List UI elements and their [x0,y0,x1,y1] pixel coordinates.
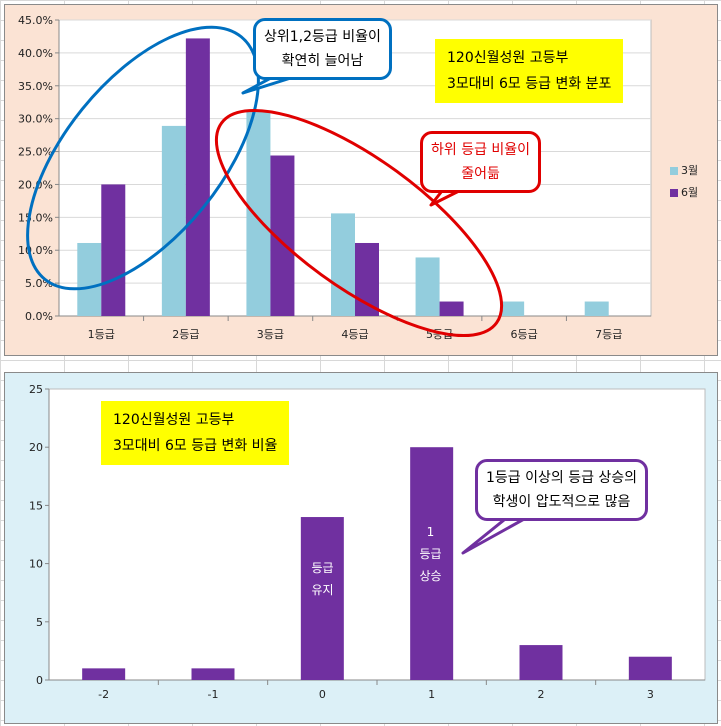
blue-ellipse-annotation [26,25,260,291]
bar-label-maintain-line2: 유지 [311,583,334,597]
chart1-bar [584,301,609,316]
callout-low-grades-line1: 하위 등급 비율이 [431,142,531,158]
legend-item-june: 6월 [670,182,698,204]
chart2-bar [628,656,672,680]
chart1-title-line1: 120신월성원 고등부 [447,50,569,66]
chart2-ytick-label: 20 [29,441,43,454]
callout-rise-line2: 학생이 압도적으로 많음 [492,494,631,510]
chart2-bar [410,447,454,680]
chart2-ytick-label: 0 [36,674,43,687]
chart1-bar [500,301,525,316]
chart1-bar [77,242,102,316]
chart1-bar [415,257,440,316]
chart1-xtick-label: 4등급 [341,328,368,341]
bar-label-maintain: 등급 유지 [301,557,344,601]
chart1-ytick-label: 45.0% [18,14,53,27]
bar-label-rise-line1: 1 [426,525,435,539]
callout-low-grades-line2: 줄어듦 [461,166,500,182]
chart1-xtick-label: 7등급 [595,328,622,341]
chart1-xtick-label: 1등급 [88,328,115,341]
chart-grade-change[interactable]: 0 5 10 15 20 25 -2 -1 0 1 2 3 120신월성원 고등부 3모대비 6모 등… [4,372,718,724]
chart1-bar [246,111,271,316]
chart1-bar [101,184,126,316]
chart1-bar [185,38,210,316]
callout-top-grades-line2: 확연히 늘어남 [281,53,364,69]
chart2-title-line1: 120신월성원 고등부 [113,412,235,428]
chart2-xtick-label: 2 [538,688,545,701]
chart1-ytick-label: 15.0% [18,211,53,224]
chart2-ytick-label: 15 [29,499,43,512]
callout-rise-line1: 1등급 이상의 등급 상승의 [486,470,638,486]
chart1-bar [161,125,186,316]
chart1-ytick-label: 25.0% [18,146,53,159]
legend-swatch-march [670,167,678,175]
legend-label-june: 6월 [681,186,699,199]
chart2-title-box: 120신월성원 고등부 3모대비 6모 등급 변화 비율 [101,401,290,465]
chart-grade-distribution[interactable]: 0.0% 5.0% 10.0% 15.0% 20.0% 25.0% 30.0% 35.0% 40… [4,4,718,356]
chart1-xtick-label: 3등급 [257,328,284,341]
chart2-xtick-label: -2 [98,688,109,701]
chart1-bar [331,213,355,316]
chart2-bar [191,668,235,680]
chart2-ytick-label: 5 [36,616,43,629]
chart1-xtick-label: 6등급 [511,328,538,341]
chart2-ytick-label: 25 [29,383,43,396]
bar-label-rise: 1 등급 상승 [409,521,452,587]
chart1-title-box: 120신월성원 고등부 3모대비 6모 등급 변화 분포 [435,39,624,103]
chart2-bar [519,645,563,680]
chart1-ytick-label: 20.0% [18,178,53,191]
legend-label-march: 3월 [681,164,699,177]
chart1-bar [439,301,464,316]
chart2-xtick-label: 1 [428,688,435,701]
chart1-ytick-label: 40.0% [18,47,53,60]
chart2-xtick-label: 0 [319,688,326,701]
bar-label-maintain-line1: 등급 [311,561,334,575]
chart1-xtick-label: 2등급 [172,328,199,341]
chart1-ytick-label: 30.0% [18,113,53,126]
callout-top-grades-line1: 상위1,2등급 비율이 [264,29,381,45]
red-ellipse-annotation [214,108,504,338]
chart1-ytick-label: 35.0% [18,80,53,93]
callout-rise: 1등급 이상의 등급 상승의 학생이 압도적으로 많음 [475,459,649,521]
chart2-bar [300,517,344,680]
callout-low-grades: 하위 등급 비율이 줄어듦 [420,131,542,193]
chart2-xtick-label: -1 [208,688,219,701]
callout-top-grades: 상위1,2등급 비율이 확연히 늘어남 [253,18,392,80]
chart1-title-line2: 3모대비 6모 등급 변화 분포 [447,76,612,92]
chart2-xtick-label: 3 [647,688,654,701]
chart1-ytick-label: 10.0% [18,244,53,257]
legend-item-march: 3월 [670,160,698,182]
chart1-legend: 3월 6월 [670,160,698,204]
bar-label-rise-line3: 상승 [419,569,442,583]
legend-swatch-june [670,189,678,197]
chart1-ytick-label: 0.0% [25,310,53,323]
chart2-bar [82,668,126,680]
chart2-title-line2: 3모대비 6모 등급 변화 비율 [113,438,278,454]
bar-label-rise-line2: 등급 [419,547,442,561]
chart2-ytick-label: 10 [29,558,43,571]
